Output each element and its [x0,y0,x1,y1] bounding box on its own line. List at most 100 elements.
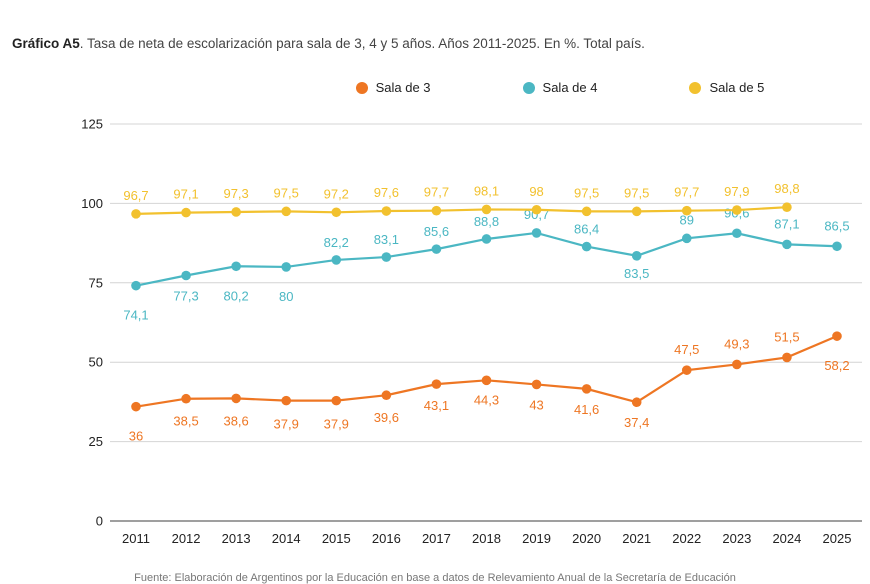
data-label-sala-de-3-2012: 38,5 [173,414,198,429]
y-tick-label-125: 125 [81,117,103,132]
legend-label-sala-5: Sala de 5 [709,80,765,95]
data-point-sala-de-5-2011 [131,209,141,219]
data-point-sala-de-4-2016 [381,252,392,262]
x-tick-label-2012: 2012 [172,531,201,546]
data-point-sala-de-3-2020 [581,384,592,394]
data-label-sala-de-3-2021: 37,4 [624,415,649,430]
data-label-sala-de-3-2011: 36 [129,429,143,444]
data-label-sala-de-3-2015: 37,9 [324,417,349,432]
data-label-sala-de-4-2024: 87,1 [774,216,799,231]
data-point-sala-de-3-2015 [331,395,342,406]
legend-marker-sala-5 [689,81,702,94]
data-label-sala-de-5-2022: 97,7 [674,185,699,200]
x-tick-label-2013: 2013 [222,531,251,546]
legend-label-sala-4: Sala de 4 [542,80,598,95]
data-point-sala-de-4-2017 [431,244,442,254]
data-point-sala-de-5-2018 [481,204,492,215]
data-label-sala-de-5-2016: 97,6 [374,185,399,200]
data-point-sala-de-5-2015 [331,207,342,218]
data-point-sala-de-3-2021 [631,397,642,408]
legend-item-sala-5[interactable]: Sala de 5 [619,80,764,95]
data-label-sala-de-4-2015: 82,2 [324,235,349,250]
data-point-sala-de-4-2014 [281,262,292,272]
data-label-sala-de-3-2018: 44,3 [474,392,499,407]
data-label-sala-de-4-2022: 89 [680,212,694,227]
data-point-sala-de-4-2025 [832,241,842,252]
x-tick-label-2015: 2015 [322,531,351,546]
y-tick-label-25: 25 [89,434,103,449]
data-label-sala-de-3-2019: 43 [529,397,543,412]
data-label-sala-de-5-2014: 97,5 [274,185,299,200]
data-point-sala-de-3-2016 [381,390,392,401]
legend-marker-sala-3 [355,81,368,94]
data-label-sala-de-3-2013: 38,6 [223,413,248,428]
data-label-sala-de-5-2021: 97,5 [624,185,649,200]
data-point-sala-de-4-2018 [481,234,492,244]
x-tick-label-2014: 2014 [272,531,301,546]
data-point-sala-de-3-2022 [681,365,692,375]
data-label-sala-de-4-2011: 74,1 [123,308,148,323]
chart-title: Gráfico A5. Tasa de neta de escolarizaci… [12,36,645,51]
data-label-sala-de-3-2024: 51,5 [774,329,799,344]
data-point-sala-de-3-2025 [832,331,842,341]
legend-item-sala-3[interactable]: Sala de 3 [106,80,431,95]
data-label-sala-de-3-2022: 47,5 [674,342,699,357]
data-point-sala-de-5-2022 [681,205,692,216]
data-point-sala-de-5-2013 [231,207,241,217]
data-point-sala-de-4-2022 [681,233,692,244]
data-label-sala-de-3-2016: 39,6 [374,410,399,425]
data-label-sala-de-4-2018: 88,8 [474,214,499,229]
data-point-sala-de-5-2023 [732,205,742,215]
y-tick-label-50: 50 [89,355,103,370]
x-tick-label-2022: 2022 [672,531,701,546]
data-label-sala-de-5-2015: 97,2 [324,186,349,201]
data-label-sala-de-5-2019: 98 [529,184,543,199]
data-label-sala-de-4-2012: 77,3 [173,288,198,303]
data-point-sala-de-3-2011 [131,401,141,412]
data-point-sala-de-5-2021 [631,206,642,217]
data-label-sala-de-3-2014: 37,9 [274,417,299,432]
data-point-sala-de-5-2012 [181,207,191,218]
data-point-sala-de-3-2019 [531,379,542,390]
data-point-sala-de-3-2014 [281,395,292,406]
data-point-sala-de-5-2020 [581,206,592,217]
data-point-sala-de-4-2023 [732,228,742,239]
legend-item-sala-4[interactable]: Sala de 4 [453,80,598,95]
y-tick-label-0: 0 [96,514,103,529]
x-tick-label-2017: 2017 [422,531,451,546]
x-tick-label-2021: 2021 [622,531,651,546]
data-point-sala-de-3-2023 [732,359,742,370]
data-point-sala-de-4-2013 [231,261,241,272]
data-point-sala-de-5-2024 [782,202,792,213]
data-point-sala-de-5-2019 [531,204,542,215]
data-label-sala-de-4-2013: 80,2 [223,288,248,303]
data-label-sala-de-5-2023: 97,9 [724,184,749,199]
chart-title-bold: Gráfico A5 [12,36,80,51]
y-tick-label-100: 100 [81,196,103,211]
data-point-sala-de-4-2011 [131,280,141,291]
data-label-sala-de-5-2020: 97,5 [574,185,599,200]
data-point-sala-de-5-2017 [431,205,442,216]
x-tick-label-2024: 2024 [772,531,801,546]
data-label-sala-de-5-2018: 98,1 [474,183,499,198]
x-tick-label-2020: 2020 [572,531,601,546]
data-point-sala-de-3-2017 [431,379,442,389]
data-label-sala-de-4-2025: 86,5 [824,218,849,233]
source-note: Fuente: Elaboración de Argentinos por la… [134,572,736,584]
data-label-sala-de-5-2013: 97,3 [223,186,248,201]
data-label-sala-de-5-2011: 96,7 [123,188,148,203]
data-label-sala-de-5-2012: 97,1 [173,187,198,202]
data-point-sala-de-4-2020 [581,241,592,252]
x-tick-label-2016: 2016 [372,531,401,546]
data-point-sala-de-3-2013 [231,393,241,404]
y-tick-label-75: 75 [89,275,103,290]
x-tick-label-2025: 2025 [823,531,852,546]
legend: Sala de 3 Sala de 4 Sala de 5 [0,80,870,95]
data-label-sala-de-5-2024: 98,8 [774,181,799,196]
data-label-sala-de-4-2016: 83,1 [374,232,399,247]
data-point-sala-de-3-2012 [181,393,191,404]
data-point-sala-de-4-2024 [782,239,792,250]
data-label-sala-de-3-2025: 58,2 [824,358,849,373]
data-point-sala-de-3-2024 [782,352,792,363]
